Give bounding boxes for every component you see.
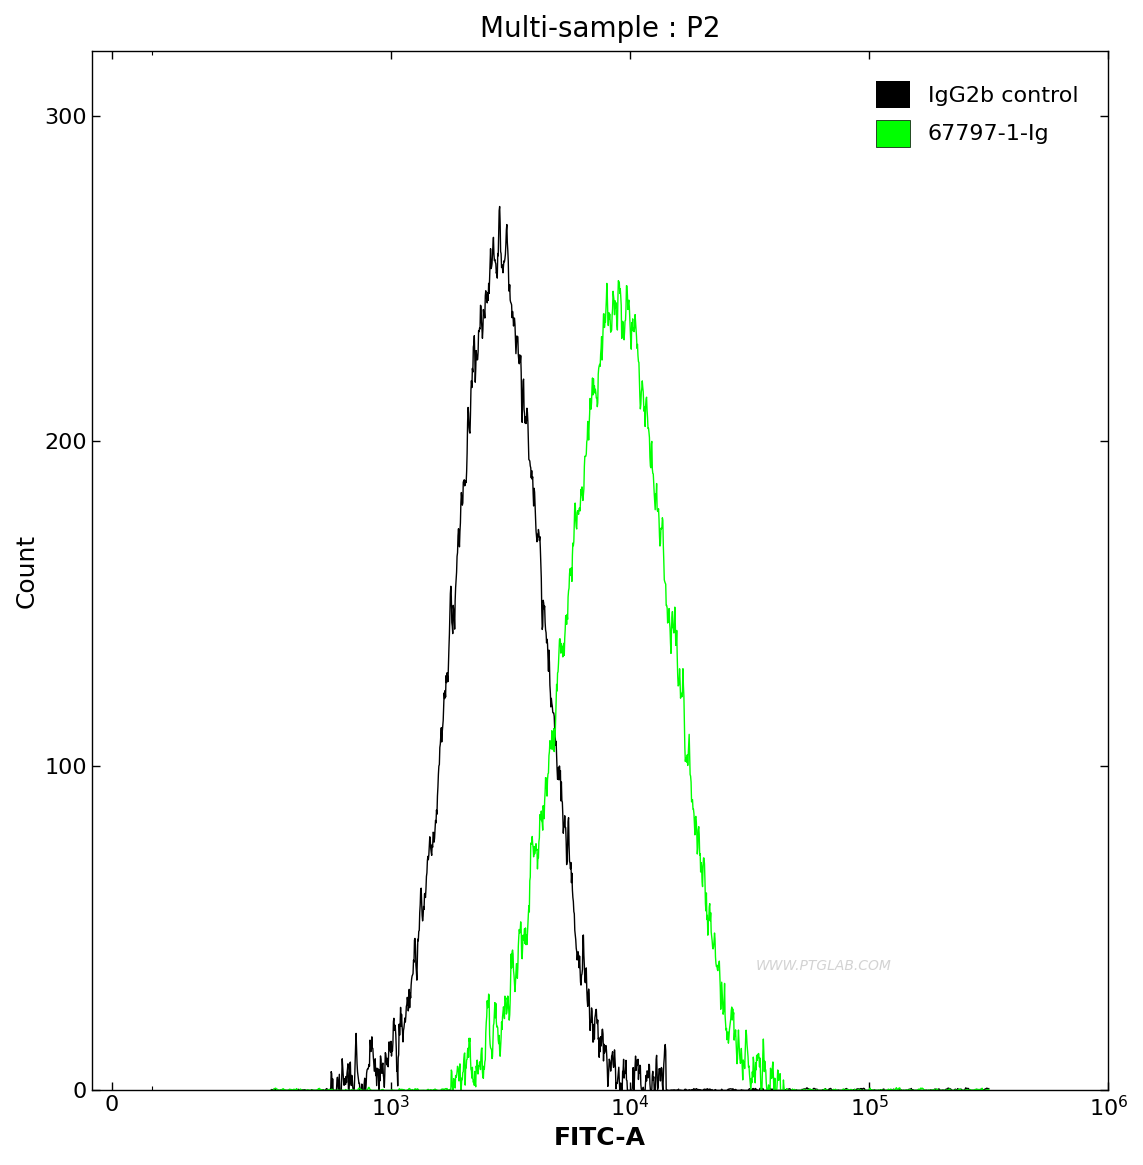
Text: WWW.PTGLAB.COM: WWW.PTGLAB.COM bbox=[756, 959, 892, 973]
Y-axis label: Count: Count bbox=[15, 534, 39, 608]
Legend: IgG2b control, 67797-1-Ig: IgG2b control, 67797-1-Ig bbox=[868, 72, 1087, 155]
Title: Multi-sample : P2: Multi-sample : P2 bbox=[480, 15, 720, 43]
X-axis label: FITC-A: FITC-A bbox=[554, 1127, 646, 1150]
